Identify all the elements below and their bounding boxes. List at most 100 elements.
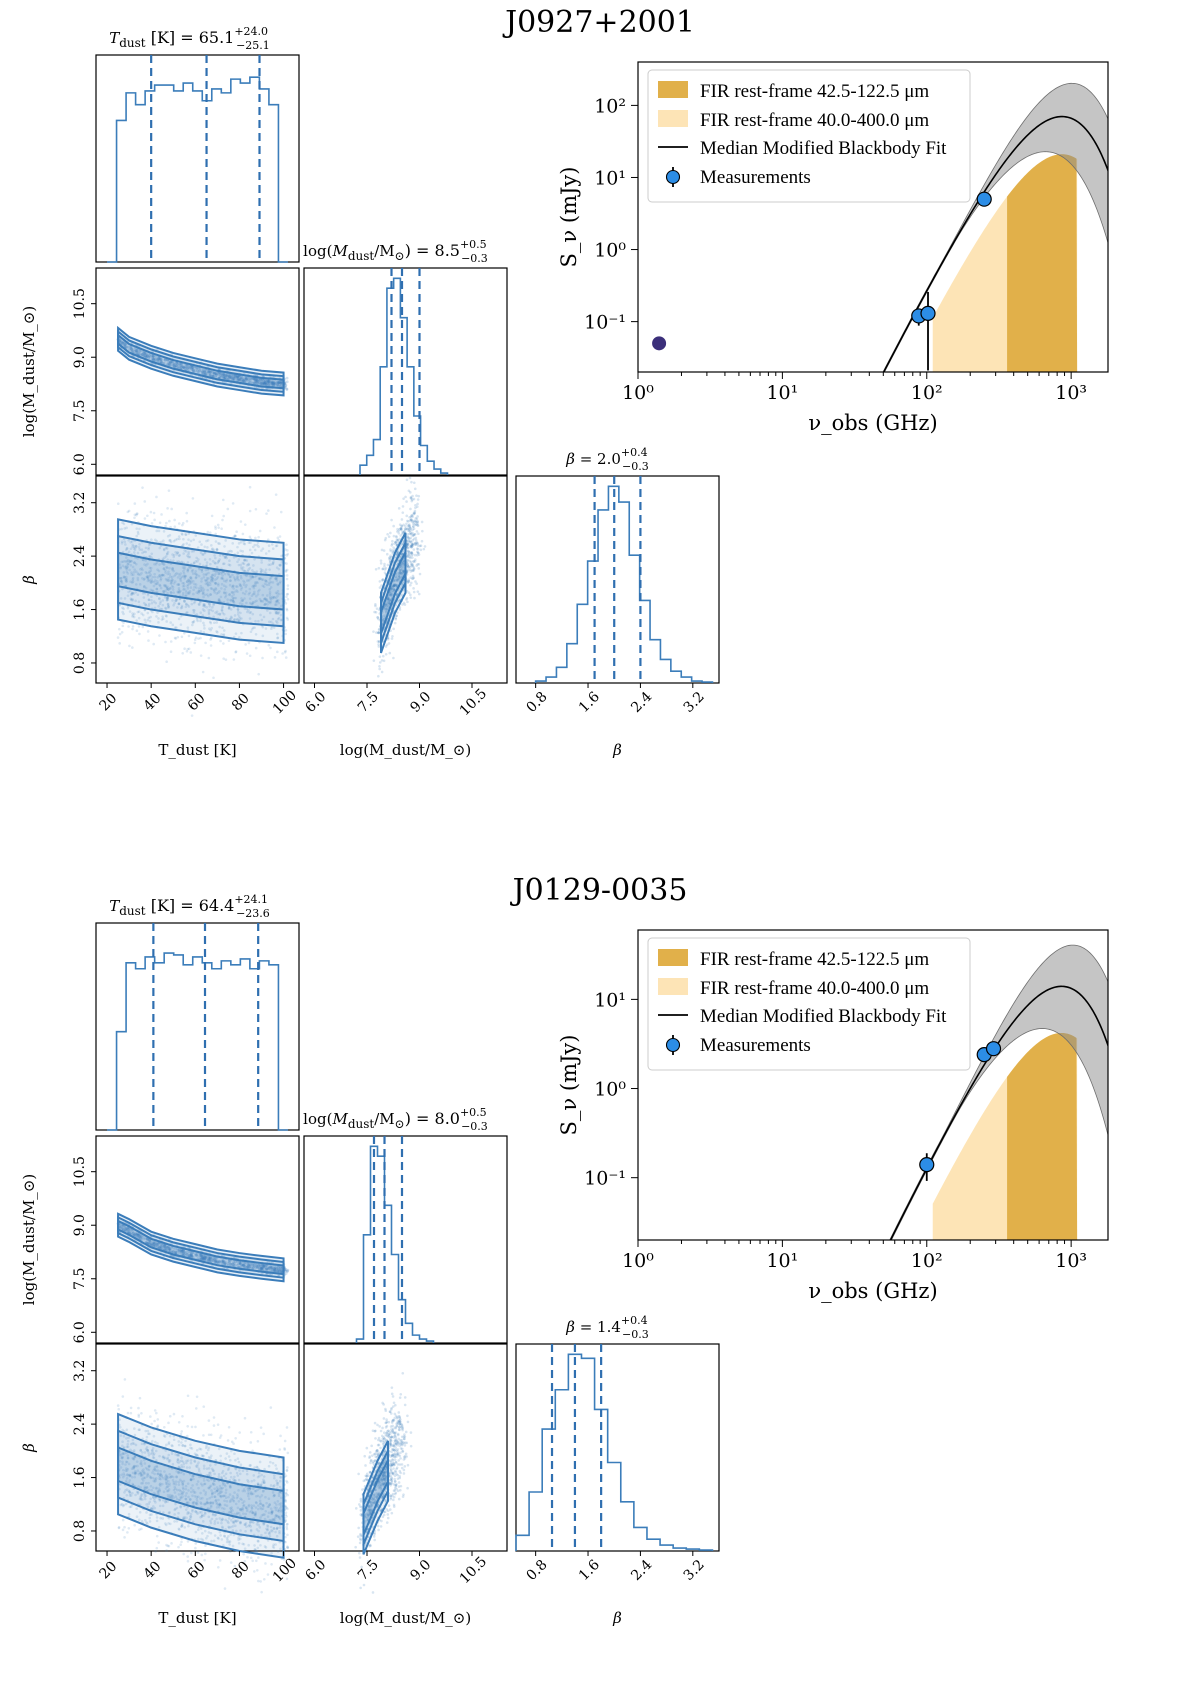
scatter-point: [173, 626, 177, 629]
scatter-point: [195, 366, 198, 370]
scatter-point: [228, 374, 232, 378]
scatter-point: [121, 1528, 125, 1532]
scatter-point: [212, 371, 216, 375]
scatter-point: [203, 609, 206, 613]
scatter-point: [180, 606, 184, 609]
scatter-point: [169, 361, 173, 365]
scatter-point: [127, 590, 130, 594]
scatter-point: [212, 373, 216, 376]
scatter-point: [168, 519, 171, 523]
scatter-point: [167, 489, 171, 492]
scatter-point: [253, 548, 257, 552]
scatter-point: [158, 597, 161, 601]
scatter-point: [120, 341, 123, 344]
scatter-point: [189, 539, 193, 543]
scatter-point: [127, 509, 131, 513]
scatter-point: [151, 354, 155, 358]
scatter-point: [162, 573, 166, 577]
scatter-point: [286, 584, 290, 587]
scatter-point: [148, 353, 152, 357]
scatter-point: [206, 370, 210, 374]
measurement-point[interactable]: [976, 191, 992, 207]
scatter-point: [199, 636, 202, 640]
scatter-point: [276, 536, 280, 540]
scatter-point: [262, 381, 266, 385]
scatter-point: [209, 371, 212, 374]
scatter-point: [131, 349, 135, 353]
scatter-point: [223, 572, 227, 576]
scatter-point: [243, 542, 247, 546]
scatter-point: [221, 498, 225, 502]
scatter-point: [131, 646, 134, 649]
scatter-point: [183, 631, 186, 635]
scatter-point: [232, 658, 236, 661]
scatter-point: [227, 606, 231, 610]
scatter-point: [204, 1544, 207, 1547]
scatter-point: [165, 552, 169, 555]
scatter-point: [259, 577, 262, 581]
scatter-point: [235, 374, 239, 378]
scatter-point: [205, 371, 209, 375]
scatter-point: [151, 589, 155, 593]
scatter-point: [411, 564, 415, 568]
scatter-point: [248, 379, 252, 383]
scatter-point: [269, 600, 273, 603]
tdust-title: Tdust [K] = 64.4+24.1 −23.6: [109, 893, 270, 920]
scatter-point: [406, 568, 410, 572]
scatter-point: [255, 378, 259, 381]
scatter-point: [136, 512, 139, 515]
scatter-point: [262, 585, 266, 589]
radio-point[interactable]: [652, 336, 667, 351]
scatter-point: [378, 661, 382, 664]
scatter-point: [121, 610, 124, 614]
scatter-point: [277, 538, 281, 542]
scatter-point: [149, 1415, 152, 1418]
scatter-point: [128, 347, 132, 351]
scatter-point: [274, 577, 277, 580]
scatter-point: [129, 1411, 133, 1415]
scatter-point: [228, 563, 232, 567]
scatter-point: [404, 527, 408, 530]
scatter-point: [192, 538, 195, 542]
scatter-point: [248, 485, 252, 489]
scatter-point: [126, 606, 130, 610]
scatter-point: [234, 534, 237, 538]
scatter-point: [123, 343, 127, 347]
scatter-point: [236, 377, 239, 381]
sed-y-tick-label: 10²: [594, 95, 626, 117]
scatter-point: [186, 366, 190, 369]
scatter-point: [186, 647, 189, 651]
scatter-point: [241, 532, 245, 536]
scatter-point: [232, 378, 236, 382]
scatter-point: [265, 583, 269, 587]
scatter-point: [155, 355, 159, 359]
scatter-point: [140, 1411, 143, 1415]
scatter-point: [187, 555, 190, 559]
scatter-point: [202, 370, 206, 374]
scatter-point: [260, 1590, 263, 1594]
scatter-point: [216, 575, 220, 579]
scatter-point: [220, 375, 224, 379]
scatter-point: [123, 565, 127, 569]
scatter-point: [400, 524, 403, 528]
corner-axes-frame: [303, 475, 508, 684]
scatter-point: [177, 1421, 181, 1424]
scatter-point: [230, 376, 234, 380]
scatter-point: [253, 590, 256, 594]
scatter-point: [175, 361, 178, 365]
scatter-point: [153, 1419, 156, 1423]
scatter-point: [138, 1396, 142, 1400]
scatter-point: [177, 363, 181, 367]
scatter-point: [275, 599, 279, 602]
scatter-point: [148, 354, 152, 358]
scatter-point: [138, 349, 142, 353]
scatter-point: [192, 601, 196, 605]
scatter-point: [195, 575, 198, 579]
scatter-point: [165, 552, 169, 556]
scatter-point: [266, 379, 270, 383]
scatter-point: [251, 601, 255, 604]
scatter-point: [142, 354, 146, 357]
scatter-point: [261, 584, 265, 588]
measurement-point[interactable]: [920, 305, 936, 322]
scatter-point: [199, 619, 202, 623]
